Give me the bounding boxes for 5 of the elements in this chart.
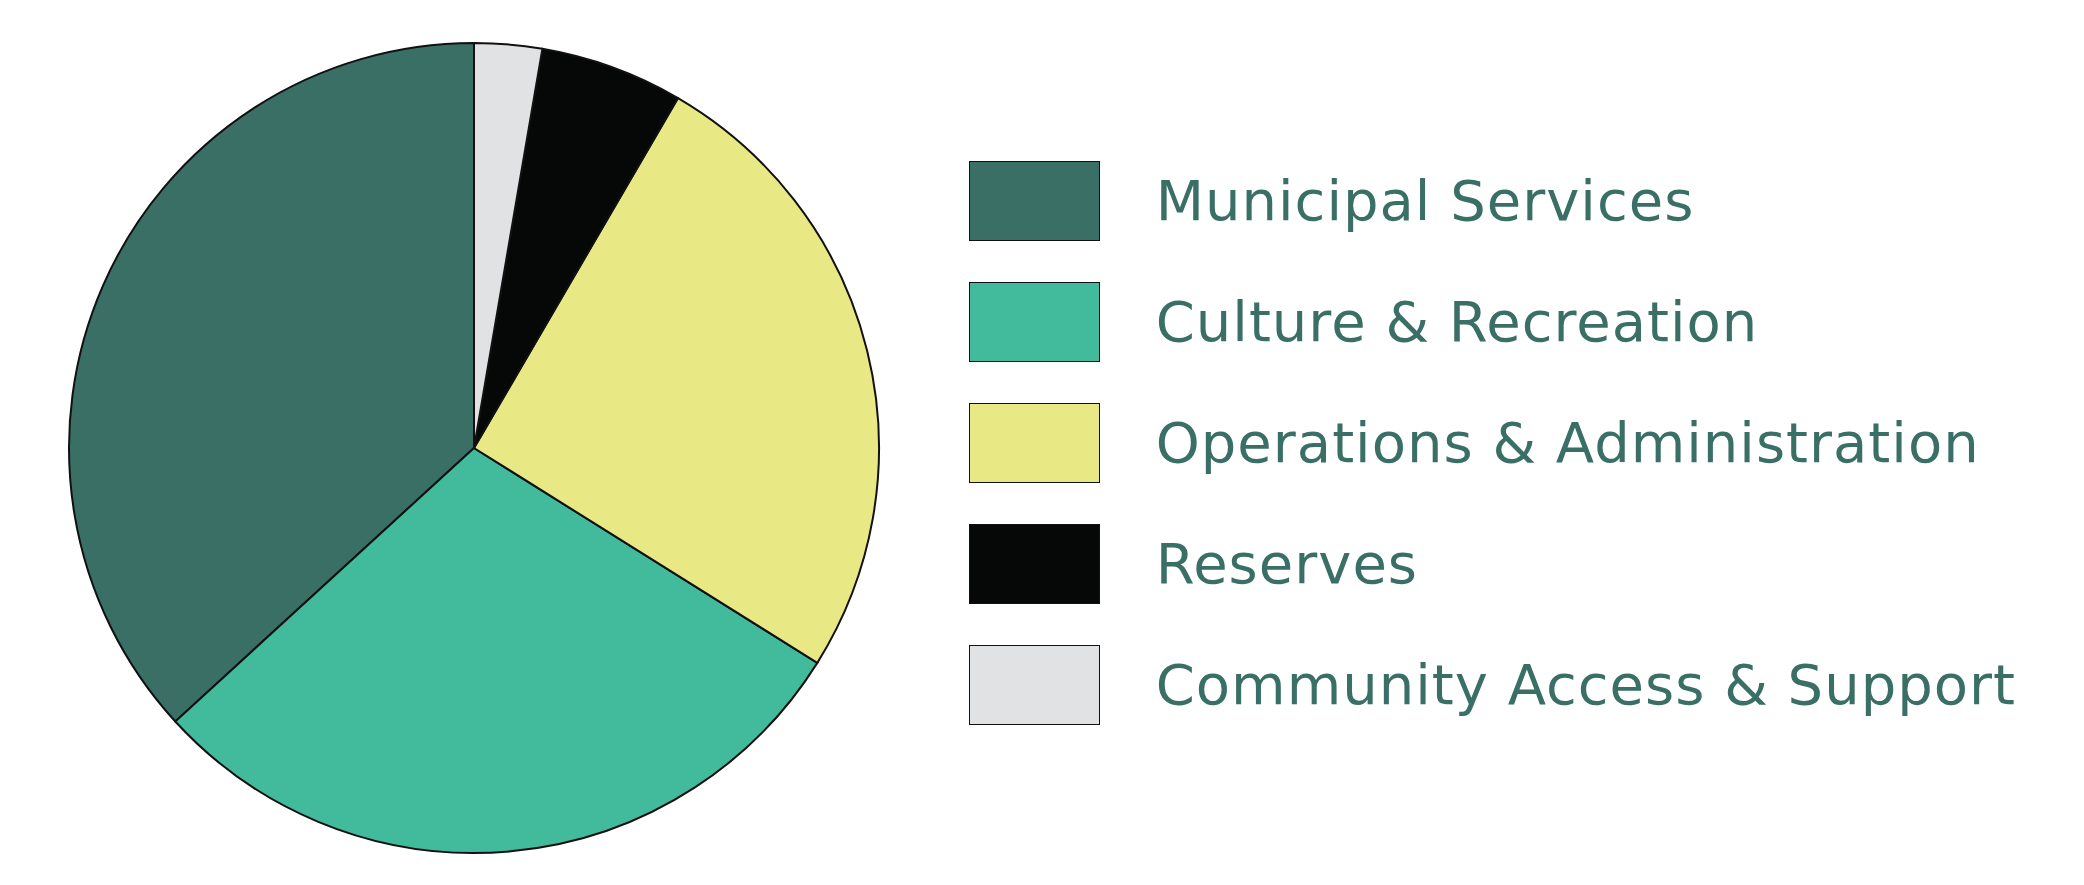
legend-label: Reserves [1155, 531, 1419, 596]
legend-label: Municipal Services [1155, 168, 1695, 233]
legend-label: Operations & Administration [1155, 410, 1980, 475]
legend-label: Culture & Recreation [1155, 289, 1759, 354]
legend-label: Community Access & Support [1155, 652, 2016, 717]
